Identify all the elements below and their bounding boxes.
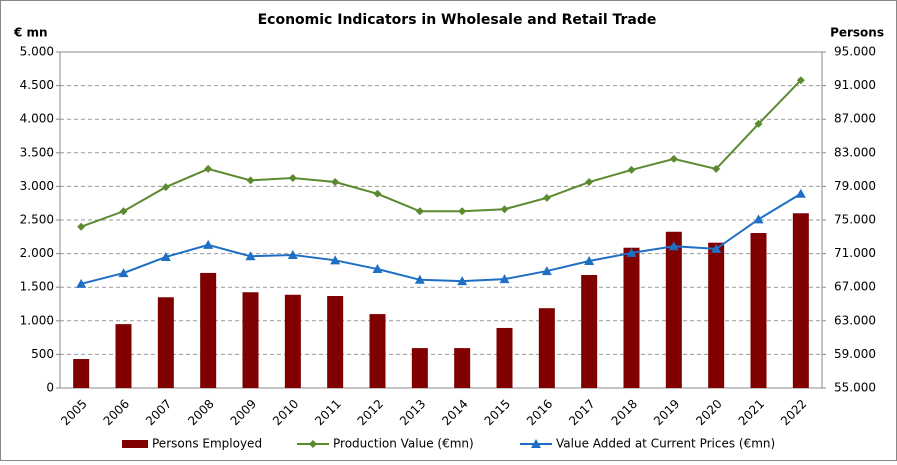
point [531, 439, 541, 448]
point [500, 205, 509, 214]
y-tick-label: 2.000 [20, 246, 54, 260]
plot-area [59, 51, 823, 389]
legend-label: Value Added at Current Prices (€mn) [556, 437, 775, 451]
y2-tick-label: 83.000 [834, 145, 876, 159]
bar [284, 294, 301, 388]
bar [411, 348, 428, 388]
y-tick-label: 1.500 [20, 280, 54, 294]
point [753, 214, 764, 224]
y2-tick-label: 91.000 [834, 78, 876, 92]
point [712, 164, 721, 173]
chart-title: Economic Indicators in Wholesale and Ret… [258, 12, 657, 28]
y2-tick-label: 55.000 [834, 381, 876, 395]
point [457, 276, 468, 286]
point [246, 176, 255, 185]
y-tick-label: 0 [46, 381, 54, 395]
y-tick-label: 5.000 [20, 45, 54, 59]
point [160, 251, 171, 261]
bar [665, 231, 682, 388]
point [796, 76, 805, 85]
line [80, 192, 802, 285]
point [458, 207, 467, 216]
point [203, 239, 214, 249]
y-tick-label: 3.000 [20, 179, 54, 193]
y2-tick-label: 71.000 [834, 246, 876, 260]
point [245, 251, 256, 261]
point [288, 174, 297, 182]
point [669, 154, 678, 163]
point [542, 193, 551, 202]
legend-label: Persons Employed [152, 437, 262, 451]
y2-tick-label: 87.000 [834, 112, 876, 126]
bar [73, 359, 90, 388]
y2-axis-title: Persons [830, 26, 884, 40]
y2-tick-label: 75.000 [834, 213, 876, 227]
point [584, 255, 595, 265]
point [287, 249, 298, 259]
point [795, 188, 806, 198]
point [754, 119, 763, 128]
bar [369, 314, 386, 388]
y-tick-label: 4.000 [20, 112, 54, 126]
y2-tick-label: 79.000 [834, 179, 876, 193]
y2-tick-label: 59.000 [834, 347, 876, 361]
y-tick-label: 2.500 [20, 213, 54, 227]
bar [581, 275, 598, 388]
bar [623, 247, 640, 388]
point [204, 164, 213, 173]
point [76, 278, 87, 288]
y-axis-title: € mn [13, 26, 48, 40]
bar [454, 348, 471, 388]
bar [792, 213, 809, 388]
bar [200, 272, 217, 388]
point [161, 183, 170, 192]
line [80, 79, 802, 228]
bar [115, 324, 132, 388]
point [331, 178, 340, 187]
y-tick-label: 500 [31, 347, 54, 361]
bar [708, 242, 725, 388]
point [415, 207, 424, 216]
y-tick-label: 3.500 [20, 145, 54, 159]
point [711, 243, 722, 253]
point [118, 268, 129, 278]
point [373, 189, 382, 198]
point [330, 255, 341, 265]
point [309, 440, 317, 448]
point [499, 274, 510, 284]
point [414, 274, 425, 284]
legend-swatch [122, 440, 148, 448]
y-tick-label: 4.500 [20, 78, 54, 92]
point [541, 266, 552, 276]
bar [750, 233, 767, 388]
bar [327, 296, 344, 388]
y2-tick-label: 67.000 [834, 280, 876, 294]
point [668, 241, 679, 251]
bar [157, 297, 174, 388]
point [626, 247, 637, 257]
y-tick-label: 1.000 [20, 313, 54, 327]
y2-tick-label: 95.000 [834, 45, 876, 59]
y2-tick-label: 63.000 [834, 313, 876, 327]
bar [242, 292, 259, 388]
legend-label: Production Value (€mn) [333, 437, 474, 451]
point [77, 222, 86, 231]
point [627, 165, 636, 174]
point [372, 264, 383, 274]
point [585, 178, 594, 187]
point [119, 207, 128, 216]
bar [496, 327, 513, 388]
bar [538, 308, 555, 388]
